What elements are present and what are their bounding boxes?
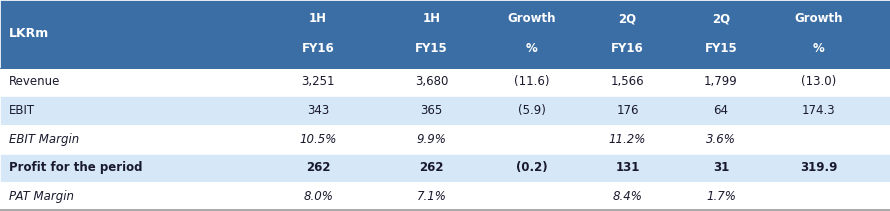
Text: 1H: 1H xyxy=(423,12,441,25)
Bar xyxy=(0,154,890,182)
Text: 3,680: 3,680 xyxy=(415,75,449,88)
Text: Profit for the period: Profit for the period xyxy=(9,161,142,174)
Text: 262: 262 xyxy=(306,161,330,174)
Bar xyxy=(0,96,890,125)
Bar xyxy=(0,209,890,211)
Bar xyxy=(0,125,890,154)
Text: FY15: FY15 xyxy=(416,42,448,55)
Text: LKRm: LKRm xyxy=(9,27,49,40)
Text: 131: 131 xyxy=(615,161,640,174)
Text: FY16: FY16 xyxy=(611,42,643,55)
Text: 319.9: 319.9 xyxy=(800,161,837,174)
Text: 7.1%: 7.1% xyxy=(417,190,447,203)
Text: Revenue: Revenue xyxy=(9,75,61,88)
Text: 2Q: 2Q xyxy=(619,12,636,25)
Text: 1,566: 1,566 xyxy=(611,75,644,88)
Text: 343: 343 xyxy=(307,104,329,117)
Text: 10.5%: 10.5% xyxy=(300,133,336,146)
Text: 1H: 1H xyxy=(309,12,328,25)
Text: 2Q: 2Q xyxy=(712,12,730,25)
Text: 31: 31 xyxy=(713,161,729,174)
Text: (13.0): (13.0) xyxy=(801,75,837,88)
Bar xyxy=(0,68,890,69)
Text: 64: 64 xyxy=(714,104,728,117)
Text: 174.3: 174.3 xyxy=(802,104,836,117)
Text: (0.2): (0.2) xyxy=(516,161,547,174)
Text: FY16: FY16 xyxy=(302,42,335,55)
Text: 176: 176 xyxy=(616,104,639,117)
Text: FY15: FY15 xyxy=(705,42,737,55)
Text: 8.0%: 8.0% xyxy=(303,190,333,203)
Bar xyxy=(0,0,890,68)
Text: 365: 365 xyxy=(420,104,442,117)
Text: EBIT: EBIT xyxy=(9,104,35,117)
Text: 1.7%: 1.7% xyxy=(706,190,736,203)
Text: Growth: Growth xyxy=(507,12,556,25)
Text: %: % xyxy=(813,42,825,55)
Text: (11.6): (11.6) xyxy=(514,75,549,88)
Text: (5.9): (5.9) xyxy=(518,104,546,117)
Bar xyxy=(0,68,890,96)
Text: 8.4%: 8.4% xyxy=(612,190,643,203)
Text: PAT Margin: PAT Margin xyxy=(9,190,74,203)
Text: 3,251: 3,251 xyxy=(302,75,335,88)
Text: 9.9%: 9.9% xyxy=(417,133,447,146)
Text: 1,799: 1,799 xyxy=(704,75,738,88)
Text: 262: 262 xyxy=(419,161,444,174)
Text: Growth: Growth xyxy=(795,12,843,25)
Text: %: % xyxy=(526,42,538,55)
Text: 3.6%: 3.6% xyxy=(706,133,736,146)
Text: EBIT Margin: EBIT Margin xyxy=(9,133,79,146)
Text: 11.2%: 11.2% xyxy=(609,133,646,146)
Bar xyxy=(0,182,890,211)
